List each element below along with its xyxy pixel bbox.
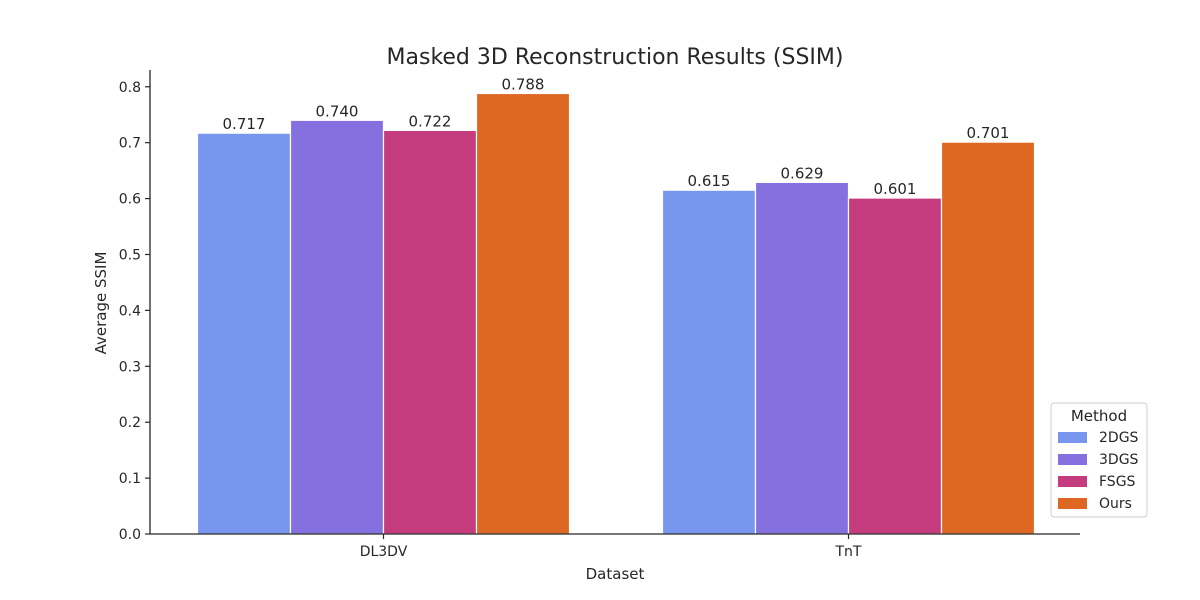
legend-swatch-ours [1058, 498, 1087, 509]
chart-title: Masked 3D Reconstruction Results (SSIM) [387, 45, 844, 70]
legend-label-2dgs: 2DGS [1099, 430, 1139, 446]
legend-label-fsgs: FSGS [1099, 474, 1136, 490]
data-label-fsgs-dl3dv: 0.722 [409, 112, 452, 130]
data-label-2dgs-tnt: 0.615 [688, 172, 731, 190]
bar-2dgs-tnt [661, 189, 757, 535]
data-label-ours-tnt: 0.701 [967, 124, 1010, 142]
legend: Method 2DGS 3DGS FSGS Ours [1050, 402, 1148, 518]
y-tick-label: 0.1 [119, 471, 141, 487]
bar-3dgs-dl3dv [289, 119, 385, 535]
bars-layer: 0.717 0.740 0.722 0.788 0.615 0.629 0.601 0.701 [196, 75, 1036, 535]
legend-swatch-fsgs [1058, 476, 1087, 487]
legend-title: Method [1071, 407, 1127, 425]
bar-ours-dl3dv [475, 92, 571, 535]
bar-fsgs-tnt [847, 197, 943, 535]
y-tick-label: 0.2 [119, 415, 141, 431]
data-label-2dgs-dl3dv: 0.717 [223, 115, 266, 133]
bar-fsgs-dl3dv [382, 129, 478, 535]
legend-swatch-2dgs [1058, 432, 1087, 443]
data-label-ours-dl3dv: 0.788 [502, 75, 545, 93]
bar-ours-tnt [940, 141, 1036, 535]
y-tick-label: 0.8 [119, 80, 141, 96]
y-tick-label: 0.0 [119, 527, 141, 543]
y-tick-label: 0.4 [119, 303, 141, 319]
x-tick-label: DL3DV [360, 544, 408, 560]
x-axis-label: Dataset [586, 565, 645, 583]
legend-label-3dgs: 3DGS [1099, 452, 1139, 468]
y-tick-label: 0.3 [119, 359, 141, 375]
x-axis: DL3DV TnT [150, 533, 1080, 560]
y-tick-label: 0.7 [119, 136, 141, 152]
data-label-fsgs-tnt: 0.601 [874, 180, 917, 198]
data-label-3dgs-tnt: 0.629 [781, 164, 824, 182]
legend-swatch-3dgs [1058, 454, 1087, 465]
legend-frame [1050, 402, 1148, 518]
y-axis: 0.0 0.1 0.2 0.3 0.4 0.5 0.6 0.7 0.8 [119, 70, 151, 543]
data-label-3dgs-dl3dv: 0.740 [316, 102, 359, 120]
y-tick-label: 0.6 [119, 192, 141, 208]
y-axis-label: Average SSIM [92, 252, 110, 355]
bar-3dgs-tnt [754, 181, 850, 535]
y-tick-label: 0.5 [119, 247, 141, 263]
x-tick-label: TnT [835, 544, 862, 560]
bar-2dgs-dl3dv [196, 132, 292, 535]
legend-label-ours: Ours [1099, 496, 1132, 512]
